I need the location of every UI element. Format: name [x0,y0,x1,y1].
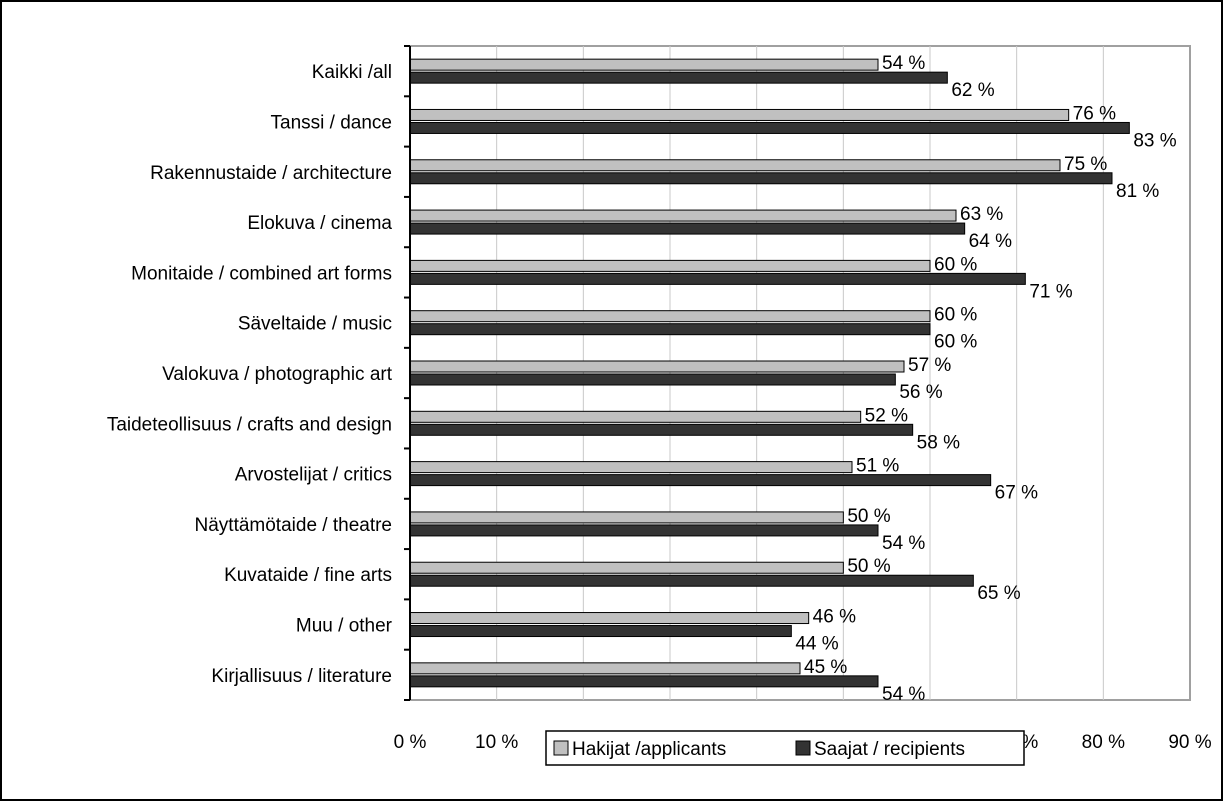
data-label-recipients: 44 % [795,634,838,655]
data-label-applicants: 50 % [847,506,890,527]
data-label-applicants: 60 % [934,254,977,275]
category-label: Muu / other [296,616,393,637]
data-label-recipients: 56 % [899,382,942,403]
gridlines [496,46,1104,700]
x-tick-label: 90 % [1168,732,1211,753]
bar-applicants [409,58,879,71]
data-label-recipients: 54 % [882,684,925,705]
data-label-applicants: 57 % [908,355,951,376]
y-axis [404,45,411,701]
bar-recipients [409,121,1130,134]
category-label: Rakennustaide / architecture [150,163,392,184]
bar-applicants [409,108,1070,121]
data-label-recipients: 83 % [1133,130,1176,151]
bar-applicants [409,209,957,222]
data-label-recipients: 54 % [882,533,925,554]
legend-swatch-applicants [553,740,569,756]
bar-recipients [409,71,948,84]
data-label-applicants: 51 % [856,456,899,477]
data-label-recipients: 62 % [951,80,994,101]
bar-applicants [409,662,801,675]
bar-applicants [409,259,931,272]
bars [409,58,1130,688]
bar-applicants [409,410,862,423]
data-label-applicants: 60 % [934,305,977,326]
data-label-recipients: 64 % [969,231,1012,252]
category-label: Säveltaide / music [238,314,392,335]
category-label: Arvostelijat / critics [235,465,392,486]
bar-recipients [409,222,966,235]
bar-recipients [409,524,879,537]
bar-recipients [409,474,992,487]
data-label-applicants: 75 % [1064,154,1107,175]
bar-applicants [409,159,1061,172]
category-label: Valokuva / photographic art [162,364,393,385]
bar-recipients [409,172,1113,185]
bar-applicants [409,612,810,625]
data-label-recipients: 71 % [1029,281,1072,302]
category-label: Kirjallisuus / literature [211,666,392,687]
data-label-applicants: 46 % [813,607,856,628]
data-labels: 54 %62 %76 %83 %75 %81 %63 %64 %60 %71 %… [795,53,1176,705]
bar-recipients [409,323,931,336]
category-labels: Kaikki /all Tanssi / dance Rakennustaide /… [107,62,393,687]
category-label: Tanssi / dance [271,112,392,133]
data-label-recipients: 60 % [934,332,977,353]
data-label-applicants: 63 % [960,204,1003,225]
bar-recipients [409,423,914,436]
bar-applicants [409,310,931,323]
category-label: Kaikki /all [312,62,392,83]
data-label-applicants: 45 % [804,657,847,678]
x-tick-label: 10 % [475,732,518,753]
legend: Hakijat /applicants Saajat / recipients [545,730,1025,766]
data-label-recipients: 58 % [917,432,960,453]
category-label: Monitaide / combined art forms [131,263,392,284]
data-label-recipients: 81 % [1116,181,1159,202]
category-label: Elokuva / cinema [247,213,392,234]
data-label-applicants: 54 % [882,53,925,74]
bar-applicants [409,561,844,574]
bar-applicants [409,360,905,373]
data-label-recipients: 65 % [977,583,1020,604]
legend-box [545,730,1025,766]
x-tick-label: 0 % [394,732,427,753]
legend-swatch-recipients [795,740,811,756]
data-label-applicants: 52 % [865,405,908,426]
category-label: Näyttämötaide / theatre [195,515,393,536]
category-label: Taideteollisuus / crafts and design [107,414,392,435]
legend-label-applicants: Hakijat /applicants [572,739,726,760]
bar-recipients [409,625,792,638]
bar-applicants [409,461,853,474]
bar-recipients [409,373,896,386]
data-label-applicants: 50 % [847,556,890,577]
category-label: Kuvataide / fine arts [224,565,392,586]
x-tick-label: 80 % [1082,732,1125,753]
data-label-applicants: 76 % [1073,103,1116,124]
data-label-recipients: 67 % [995,483,1038,504]
bar-applicants [409,511,844,524]
legend-label-recipients: Saajat / recipients [814,739,965,760]
